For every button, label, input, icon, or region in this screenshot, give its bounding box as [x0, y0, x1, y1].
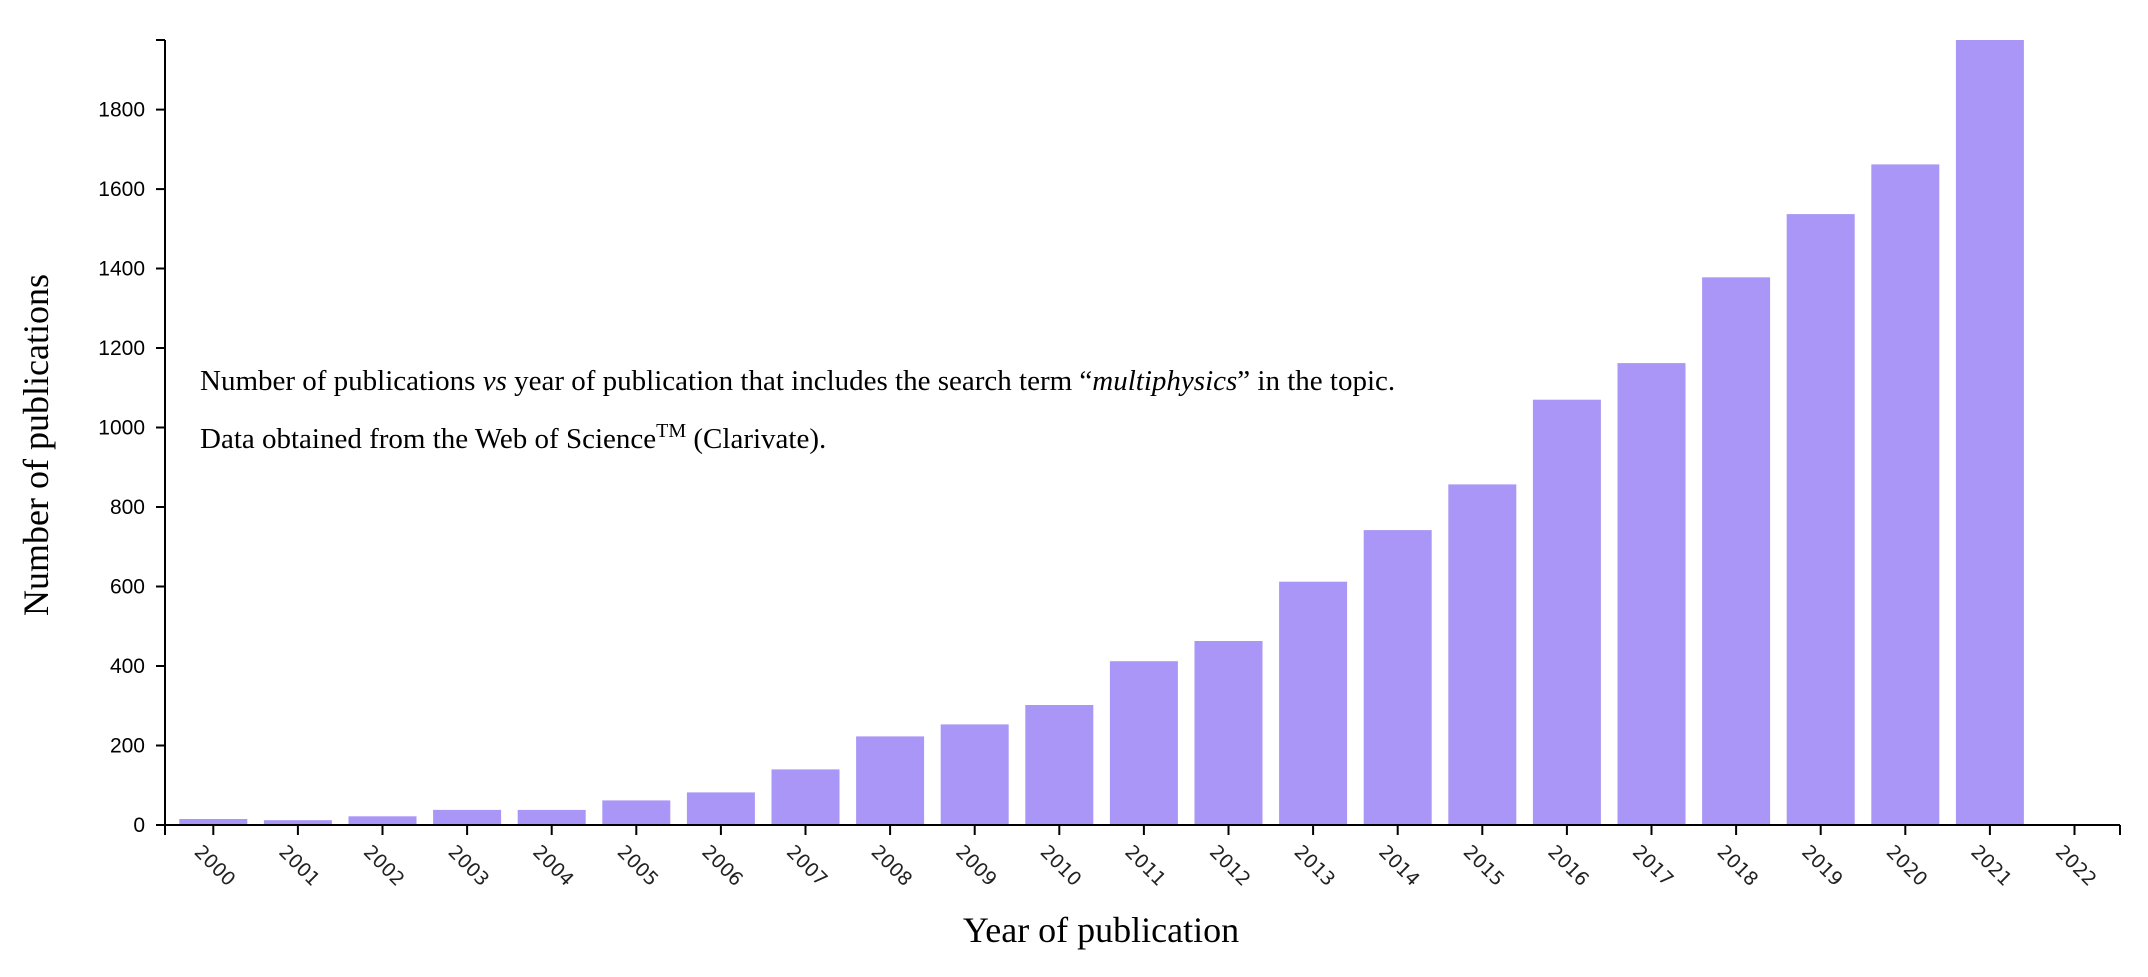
y-tick-label-600: 600: [110, 576, 145, 599]
x-axis: 2000 2001 2002 2003 2004 2005 2006 2007 2008 2009…: [164, 824, 2121, 891]
x-tick-label-2012: 2012: [1205, 841, 1255, 891]
x-tick-label-2004: 2004: [528, 841, 578, 891]
bar-2018: [1702, 277, 1771, 825]
y-tick-label-800: 800: [110, 496, 145, 519]
y-tick-label-1800: 1800: [98, 99, 145, 122]
bar-2001: [263, 820, 332, 825]
bar-2021: [1955, 40, 2024, 825]
x-tick-label-2019: 2019: [1797, 841, 1847, 891]
bar-2016: [1532, 399, 1601, 825]
y-tick-label-1200: 1200: [98, 337, 145, 360]
bar-2003: [433, 809, 502, 825]
y-tick-label-0: 0: [133, 814, 145, 837]
x-tick-label-2009: 2009: [951, 841, 1001, 891]
x-tick-label-2007: 2007: [782, 841, 832, 891]
bar-2010: [1025, 705, 1094, 825]
bar-2011: [1109, 661, 1178, 825]
y-tick-label-1400: 1400: [98, 258, 145, 281]
annotation-line-1: Number of publications vs year of public…: [200, 365, 1395, 397]
y-tick-label-200: 200: [110, 735, 145, 758]
x-tick-label-2021: 2021: [1966, 841, 2016, 891]
x-tick-label-2020: 2020: [1882, 841, 1932, 891]
x-tick-label-2022: 2022: [2051, 841, 2101, 891]
x-axis-title: Year of publication: [963, 910, 1239, 950]
bar-2000: [179, 819, 248, 825]
y-axis-title: Number of publications: [16, 274, 56, 616]
bar-2017: [1617, 363, 1686, 825]
bar-2006: [686, 792, 755, 825]
bar-2002: [348, 816, 417, 825]
x-tick-label-2016: 2016: [1543, 841, 1593, 891]
x-tick-label-2014: 2014: [1374, 841, 1424, 891]
x-tick-label-2003: 2003: [444, 841, 494, 891]
y-tick-label-1600: 1600: [98, 178, 145, 201]
annotation-line-2: Data obtained from the Web of ScienceTM …: [200, 420, 826, 455]
x-tick-label-2010: 2010: [1036, 841, 1086, 891]
bar-2007: [771, 769, 840, 825]
bars-group: [179, 40, 2024, 826]
y-tick-label-1000: 1000: [98, 417, 145, 440]
y-tick-label-400: 400: [110, 655, 145, 678]
x-tick-label-2015: 2015: [1459, 841, 1509, 891]
bar-2014: [1363, 530, 1432, 825]
bar-2019: [1786, 214, 1855, 826]
bar-2012: [1194, 641, 1263, 825]
bar-2015: [1448, 484, 1517, 825]
x-tick-label-2017: 2017: [1628, 841, 1678, 891]
x-tick-label-2002: 2002: [359, 841, 409, 891]
bar-2020: [1871, 164, 1940, 825]
x-tick-label-2000: 2000: [190, 841, 240, 891]
x-tick-label-2006: 2006: [697, 841, 747, 891]
x-tick-label-2001: 2001: [274, 841, 324, 891]
x-tick-label-2005: 2005: [613, 841, 663, 891]
bar-2009: [940, 724, 1009, 825]
bar-2005: [602, 800, 671, 825]
bar-2004: [517, 809, 586, 825]
bar-2008: [856, 736, 925, 825]
x-tick-label-2018: 2018: [1713, 841, 1763, 891]
y-axis: 0 200 400 600 800 1000 1200 1400 1600 1800: [98, 39, 166, 837]
x-tick-label-2011: 2011: [1120, 841, 1170, 891]
bar-2013: [1279, 581, 1348, 825]
x-tick-label-2008: 2008: [867, 841, 917, 891]
x-tick-label-2013: 2013: [1290, 841, 1340, 891]
